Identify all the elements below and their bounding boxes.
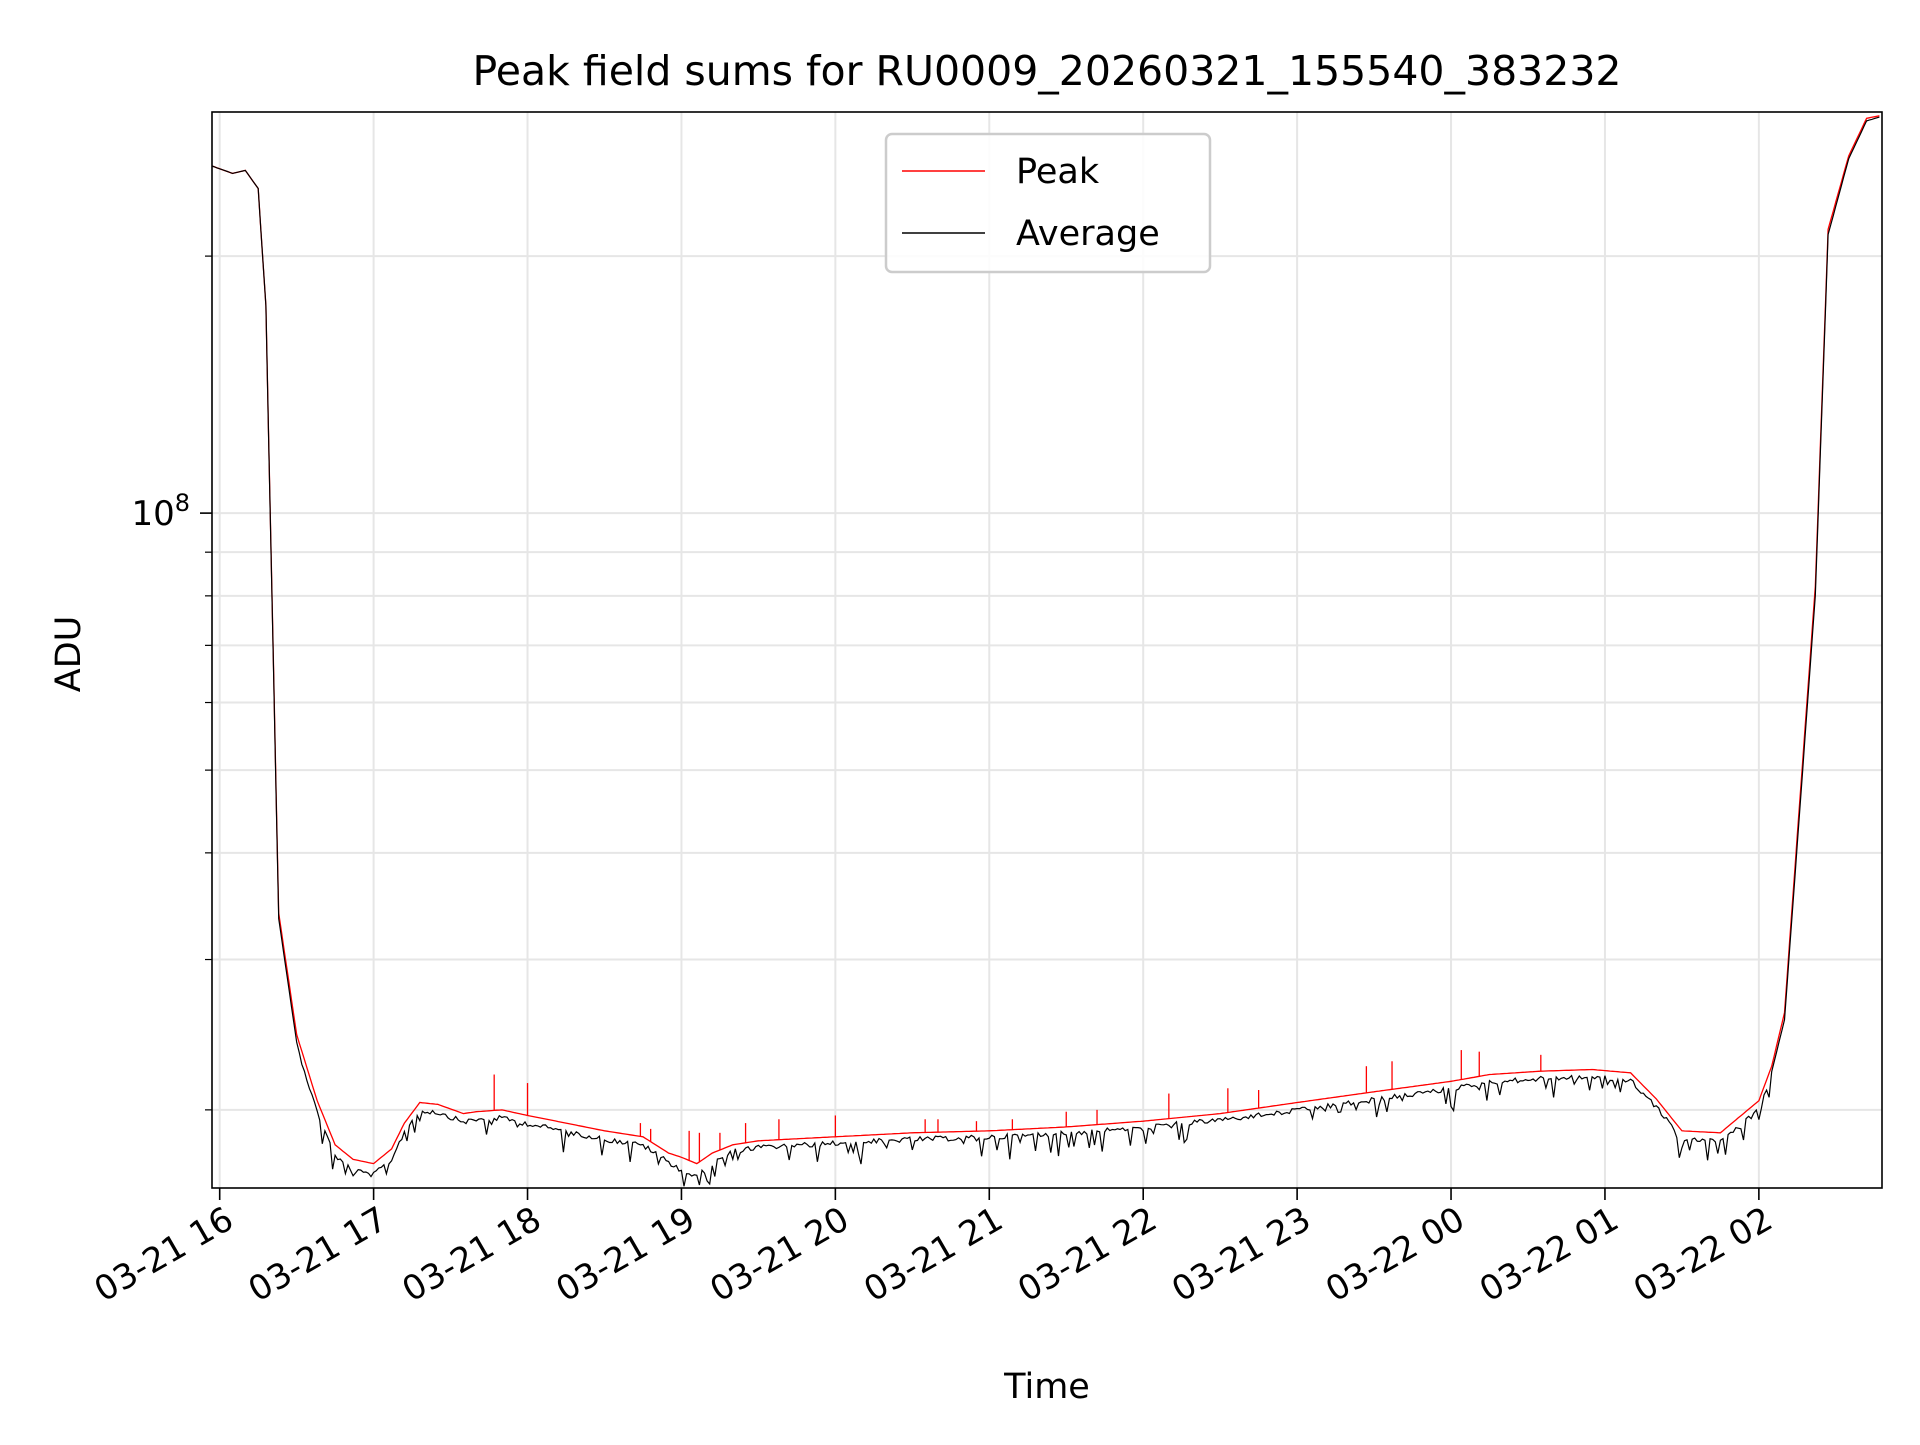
x-axis-label: Time	[1003, 1367, 1090, 1407]
plot-frame	[211, 111, 1883, 1189]
grid-layer	[212, 112, 1882, 1188]
chart-title: Peak field sums for RU0009_20260321_1555…	[472, 47, 1621, 95]
series-layer	[211, 115, 1880, 1187]
legend: Peak Average	[884, 132, 1212, 274]
legend-label-average: Average	[1016, 214, 1160, 254]
legend-frame	[884, 132, 1212, 274]
series-line-peak	[211, 115, 1880, 1165]
y-tick-label: 108	[131, 489, 190, 534]
legend-label-peak: Peak	[1016, 152, 1100, 192]
series-line-average	[211, 116, 1880, 1187]
y-axis-label: ADU	[49, 616, 89, 693]
